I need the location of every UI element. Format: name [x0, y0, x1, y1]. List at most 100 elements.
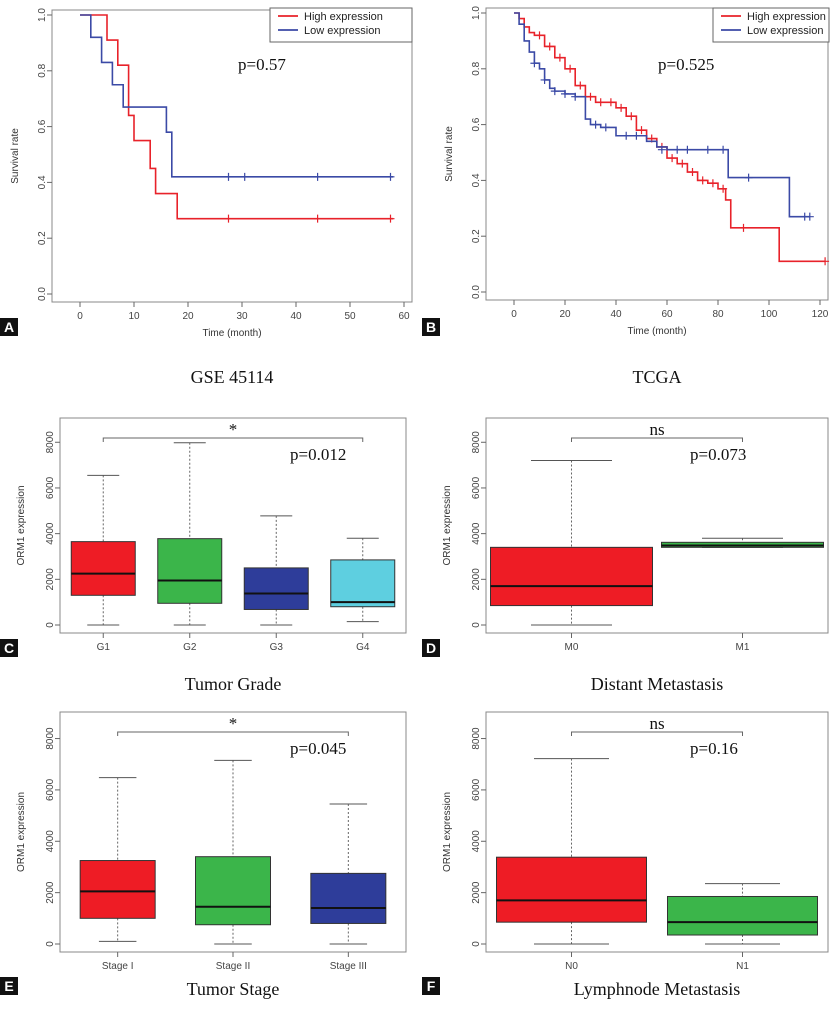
panel-f-pvalue: p=0.16 [690, 739, 738, 758]
panel-b-letter-badge [422, 318, 440, 336]
panel-b-censor-mark [627, 112, 636, 121]
panel-d-title: Distant Metastasis [591, 674, 724, 694]
panel-c-ytick-label: 2000 [45, 568, 56, 591]
panel-c-letter: C [4, 640, 14, 656]
panel-b-censor-mark [545, 42, 554, 51]
panel-a-xtick-label: 40 [290, 311, 302, 322]
panel-a-censor-mark [386, 214, 395, 223]
panel-a-censor-mark [240, 172, 249, 181]
panel-b-censor-mark [591, 120, 600, 129]
panel-f-sig-bracket [571, 731, 743, 736]
panel-d-box-m0 [490, 546, 653, 607]
panel-d-sig-bracket [571, 437, 743, 442]
panel-b-censor-mark [657, 145, 666, 154]
panel-b-censor-mark [555, 53, 564, 62]
panel-e-box-stage-i [79, 860, 156, 919]
panel-f-ytick-label: 2000 [471, 881, 482, 904]
panel-b-title: TCGA [633, 367, 682, 387]
panel-f-ytick-label: 4000 [471, 830, 482, 853]
panel-b-censor-mark [550, 87, 559, 96]
panel-d-frame [485, 417, 829, 634]
panel-b-censor-mark [688, 168, 697, 177]
panel-b-censor-mark [668, 154, 677, 163]
panel-b-censor-mark [535, 31, 544, 40]
panel-a-legend-label: Low expression [304, 25, 380, 37]
panel-a [0, 7, 413, 336]
panel-c-box-g3 [243, 567, 309, 610]
panel-b-censor-mark [805, 212, 814, 221]
panel-a-letter: A [4, 319, 14, 335]
panel-e-xtick-label: Stage I [102, 961, 134, 972]
panel-c-sig-bracket [102, 437, 364, 442]
panel-c-xtick-label: G2 [183, 642, 197, 653]
panel-e-box-stage-iii [310, 872, 387, 924]
panel-a-title: GSE 45114 [191, 367, 274, 387]
panel-a-ytick-label: 0.0 [37, 287, 48, 301]
panel-d-ytick-label: 8000 [471, 431, 482, 454]
panel-b-censor-mark [596, 98, 605, 107]
panel-c-box-g1 [70, 541, 136, 596]
panel-b-xtick-label: 120 [812, 309, 829, 320]
panel-e-ytick-label: 8000 [45, 727, 56, 750]
panel-b-censor-mark [719, 184, 728, 193]
panel-c [0, 417, 407, 657]
panel-a-censor-mark [224, 172, 233, 181]
panel-a-letter-badge [0, 318, 18, 336]
panel-b-censor-mark [586, 92, 595, 101]
panel-a-xlabel: Time (month) [202, 328, 261, 339]
panel-a-censor-mark [224, 214, 233, 223]
panel-f-xtick-label: N1 [736, 961, 749, 972]
panel-b-series-low-line [514, 12, 810, 218]
panel-a-ylabel: Survival rate [10, 128, 21, 184]
panel-b-xtick-label: 100 [761, 309, 778, 320]
panel-b-censor-mark [698, 176, 707, 185]
panel-a-ytick-label: 0.8 [37, 63, 48, 77]
panel-c-title: Tumor Grade [185, 674, 282, 694]
panel-a-xtick-label: 50 [344, 311, 356, 322]
panel-b-xlabel: Time (month) [627, 326, 686, 337]
panel-a-xtick-label: 20 [182, 311, 194, 322]
panel-f-ytick-label: 0 [471, 941, 482, 947]
panel-b-letter: B [426, 319, 436, 335]
panel-d-ytick-label: 0 [471, 622, 482, 628]
panel-b-censor-mark [678, 159, 687, 168]
panel-f-box-n0 [496, 856, 647, 923]
panel-e-ytick-label: 6000 [45, 778, 56, 801]
panel-c-ytick-label: 8000 [45, 431, 56, 454]
panel-c-box-g4 [330, 559, 396, 608]
panel-d-xtick-label: M0 [565, 642, 579, 653]
panel-e-pvalue: p=0.045 [290, 739, 346, 758]
panel-b-censor-mark [571, 92, 580, 101]
panel-a-censor-mark [313, 214, 322, 223]
panel-b-censor-mark [637, 126, 646, 135]
panel-b-ytick-label: 0.2 [471, 229, 482, 243]
panel-a-series-high-line [80, 14, 394, 220]
panel-c-letter-badge [0, 639, 18, 657]
panel-b-censor-mark [739, 223, 748, 232]
panel-d-sig-label: ns [649, 420, 664, 439]
panel-f-ytick-label: 6000 [471, 778, 482, 801]
panel-a-ytick-label: 0.2 [37, 231, 48, 245]
panel-b-ytick-label: 0.6 [471, 117, 482, 131]
panel-c-pvalue: p=0.012 [290, 445, 346, 464]
panel-b-ytick-label: 1.0 [471, 6, 482, 20]
panel-c-box-g2 [157, 538, 223, 604]
panel-b-censor-mark [540, 75, 549, 84]
panel-b-censor-mark [821, 257, 830, 266]
panel-a-legend-label: High expression [304, 11, 383, 23]
panel-e-xtick-label: Stage II [216, 961, 250, 972]
panel-c-sig-label: * [229, 420, 238, 439]
panel-d-ytick-label: 2000 [471, 568, 482, 591]
panel-b-series-high-line [514, 12, 826, 263]
panel-f-ytick-label: 8000 [471, 727, 482, 750]
panel-b-legend-label: High expression [747, 11, 826, 23]
panel-e [0, 711, 407, 995]
panel-e-sig-label: * [229, 714, 238, 733]
panel-a-ytick-label: 1.0 [37, 8, 48, 22]
panel-b-censor-mark [530, 59, 539, 68]
panel-b-censor-mark [673, 145, 682, 154]
panel-a-xtick-label: 0 [77, 311, 83, 322]
panel-a-pvalue: p=0.57 [238, 55, 286, 74]
panel-b-xtick-label: 20 [559, 309, 571, 320]
panel-a-legend-box [269, 7, 413, 43]
